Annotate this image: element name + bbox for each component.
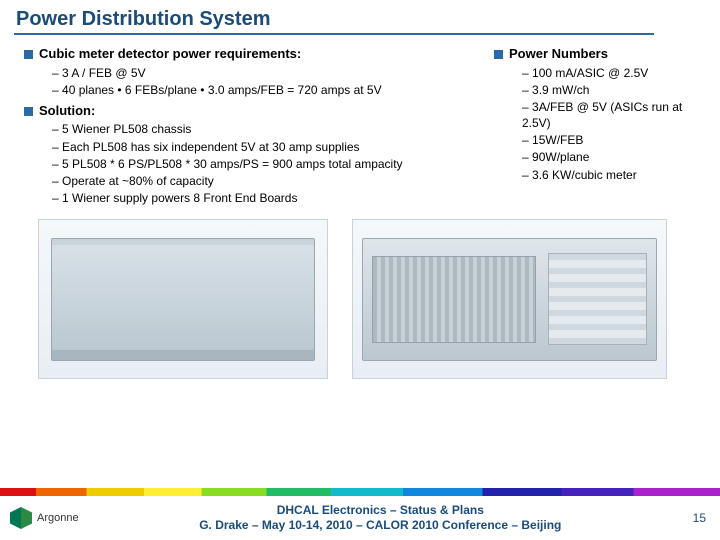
lab-logo: Argonne <box>10 507 79 529</box>
list-item: 3.9 mW/ch <box>522 82 704 98</box>
power-numbers-list: 100 mA/ASIC @ 2.5V 3.9 mW/ch 3A/FEB @ 5V… <box>494 65 704 183</box>
list-item: 90W/plane <box>522 149 704 165</box>
bullet-square-icon <box>24 50 33 59</box>
left-column: Cubic meter detector power requirements:… <box>24 45 494 207</box>
footer-center: DHCAL Electronics – Status & Plans G. Dr… <box>79 503 682 533</box>
list-item: 1 Wiener supply powers 8 Front End Board… <box>52 190 494 206</box>
chassis-grille <box>372 256 536 343</box>
requirements-heading: Cubic meter detector power requirements: <box>24 45 494 63</box>
list-item: 3.6 KW/cubic meter <box>522 167 704 183</box>
bullet-square-icon <box>24 107 33 116</box>
chassis-back-graphic <box>362 238 656 361</box>
list-item: 15W/FEB <box>522 132 704 148</box>
list-item: 3 A / FEB @ 5V <box>52 65 494 81</box>
list-item: 5 Wiener PL508 chassis <box>52 121 494 137</box>
list-item: Each PL508 has six independent 5V at 30 … <box>52 139 494 155</box>
power-numbers-heading-text: Power Numbers <box>509 46 608 61</box>
chassis-front-photo <box>38 219 328 379</box>
chassis-back-photo <box>352 219 667 379</box>
content-area: Cubic meter detector power requirements:… <box>0 35 720 207</box>
footer-line1: DHCAL Electronics – Status & Plans <box>79 503 682 518</box>
list-item: 40 planes • 6 FEBs/plane • 3.0 amps/FEB … <box>52 82 494 98</box>
argonne-logo-icon <box>10 507 32 529</box>
slide-title: Power Distribution System <box>0 0 720 33</box>
lab-name: Argonne <box>37 512 79 524</box>
page-number: 15 <box>682 511 706 525</box>
right-column: Power Numbers 100 mA/ASIC @ 2.5V 3.9 mW/… <box>494 45 704 207</box>
requirements-list: 3 A / FEB @ 5V 40 planes • 6 FEBs/plane … <box>24 65 494 98</box>
solution-heading: Solution: <box>24 102 494 120</box>
footer: Argonne DHCAL Electronics – Status & Pla… <box>0 488 720 540</box>
chassis-connector-panel <box>548 253 647 345</box>
solution-heading-text: Solution: <box>39 103 95 118</box>
image-row <box>0 207 720 379</box>
list-item: 100 mA/ASIC @ 2.5V <box>522 65 704 81</box>
list-item: 3A/FEB @ 5V (ASICs run at 2.5V) <box>522 99 704 131</box>
bullet-square-icon <box>494 50 503 59</box>
list-item: Operate at ~80% of capacity <box>52 173 494 189</box>
footer-line2: G. Drake – May 10-14, 2010 – CALOR 2010 … <box>79 518 682 533</box>
power-numbers-heading: Power Numbers <box>494 45 704 63</box>
chassis-front-graphic <box>51 238 316 361</box>
rainbow-divider <box>0 488 720 496</box>
list-item: 5 PL508 * 6 PS/PL508 * 30 amps/PS = 900 … <box>52 156 494 172</box>
footer-bar: Argonne DHCAL Electronics – Status & Pla… <box>0 496 720 540</box>
solution-list: 5 Wiener PL508 chassis Each PL508 has si… <box>24 121 494 206</box>
requirements-heading-text: Cubic meter detector power requirements: <box>39 46 301 61</box>
